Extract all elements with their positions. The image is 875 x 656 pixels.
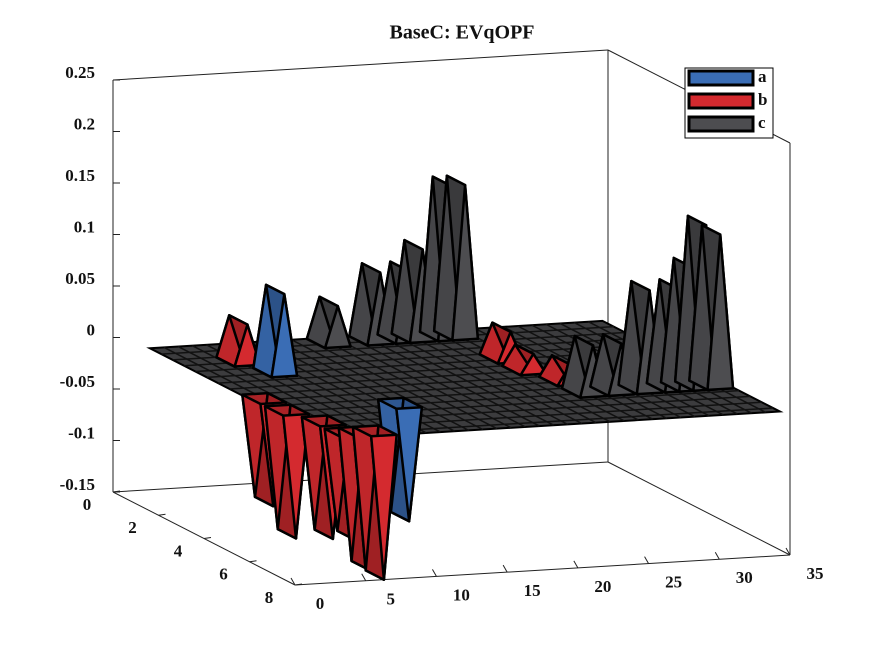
x-tick: [573, 560, 579, 569]
x-tick-label: 5: [386, 590, 395, 609]
spike-front: [395, 405, 424, 523]
spike-front: [519, 352, 548, 377]
legend-label: c: [758, 113, 766, 132]
z-tick-label: -0.05: [60, 372, 95, 391]
spike-front: [451, 183, 480, 342]
spike-front: [706, 233, 735, 392]
x-tick: [431, 569, 437, 577]
z-tick-label: -0.15: [60, 475, 95, 494]
y-tick-label: 2: [128, 518, 137, 537]
spike-front: [233, 323, 262, 368]
x-tick: [290, 577, 296, 586]
z-tick-label: 0.15: [65, 166, 95, 185]
plane-grid: [286, 389, 740, 419]
y-tick: [112, 490, 121, 493]
x-tick-label: 10: [453, 585, 470, 604]
z-tick-label: 0.25: [65, 63, 95, 82]
box-edge: [112, 49, 609, 81]
y-tick: [203, 537, 212, 539]
x-tick-label: 15: [524, 581, 541, 600]
y-tick-label: 0: [83, 495, 92, 514]
legend-label: a: [758, 67, 767, 86]
spike-front: [270, 292, 299, 379]
z-tick-label: 0.2: [74, 114, 95, 133]
spike-front: [369, 433, 398, 581]
spike-front: [282, 412, 310, 540]
z-tick-label: -0.1: [68, 423, 95, 442]
x-tick: [361, 573, 367, 581]
y-tick-label: 6: [219, 565, 228, 584]
plane-grid: [297, 395, 751, 425]
chart-title: BaseC: EVqOPF: [390, 22, 535, 44]
legend-swatch: [687, 69, 755, 87]
x-tick-label: 35: [807, 564, 824, 583]
x-tick-label: 20: [594, 577, 611, 596]
y-tick-label: 4: [174, 541, 183, 560]
x-tick: [502, 564, 508, 573]
legend-label: b: [758, 90, 767, 109]
y-tick: [294, 583, 303, 586]
axis-line: [294, 554, 791, 586]
y-tick: [158, 513, 166, 516]
legend-swatch: [687, 92, 755, 110]
x-tick: [644, 556, 650, 564]
z-tick-label: 0: [87, 320, 96, 339]
z-tick-label: 0.05: [65, 269, 95, 288]
y-tick: [249, 560, 257, 563]
x-tick-label: 0: [316, 594, 325, 613]
x-tick-label: 30: [736, 568, 753, 587]
z-tick-label: 0.1: [74, 217, 95, 236]
box-edge: [607, 461, 791, 556]
legend-swatch: [687, 115, 755, 133]
x-tick: [714, 552, 720, 560]
spike-front: [323, 304, 352, 350]
x-tick: [785, 547, 791, 556]
x-tick-label: 25: [665, 572, 682, 591]
y-tick-label: 8: [265, 588, 274, 607]
